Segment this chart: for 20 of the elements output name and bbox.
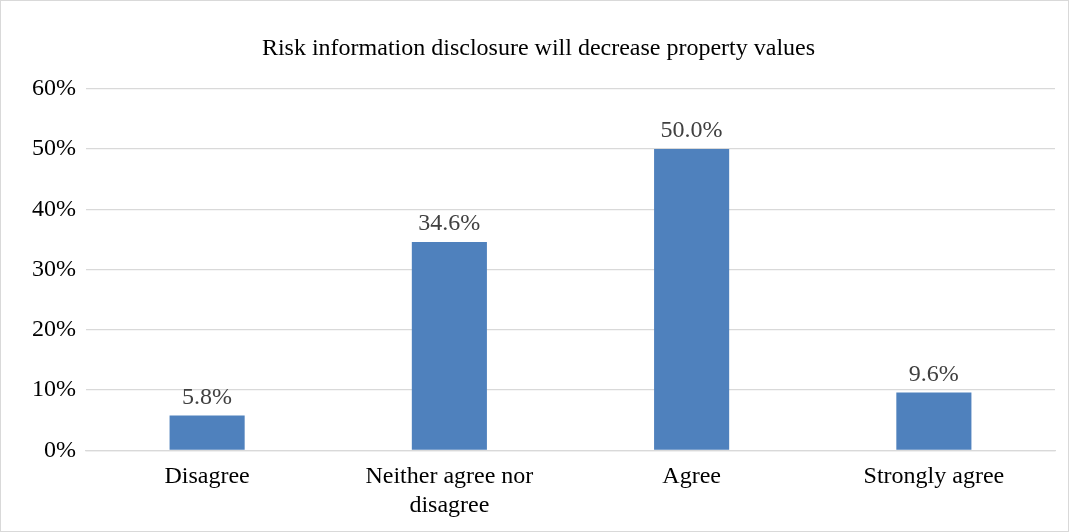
y-tick-label: 20%: [31, 315, 76, 342]
bar: [169, 415, 245, 450]
bar: [411, 241, 487, 450]
data-label: 34.6%: [418, 209, 481, 236]
y-tick-label: 60%: [31, 74, 76, 101]
x-tick-label: Disagree: [164, 462, 250, 489]
chart-title: Risk information disclosure will decrease property values: [261, 33, 816, 60]
x-tick-label: Agree: [662, 462, 721, 489]
y-tick-label: 30%: [31, 254, 76, 281]
data-label: 9.6%: [908, 359, 959, 386]
bar: [654, 149, 730, 450]
x-tick-label: Neither agree nor disagree: [365, 462, 534, 517]
y-tick-label: 40%: [31, 194, 76, 221]
y-tick-label: 0%: [43, 435, 76, 462]
data-label: 50.0%: [660, 116, 723, 143]
y-tick-label: 10%: [31, 375, 76, 402]
x-tick-label: Strongly agree: [863, 462, 1005, 489]
y-tick-label: 50%: [31, 134, 76, 161]
data-label: 5.8%: [182, 382, 233, 409]
bar: [896, 392, 972, 450]
